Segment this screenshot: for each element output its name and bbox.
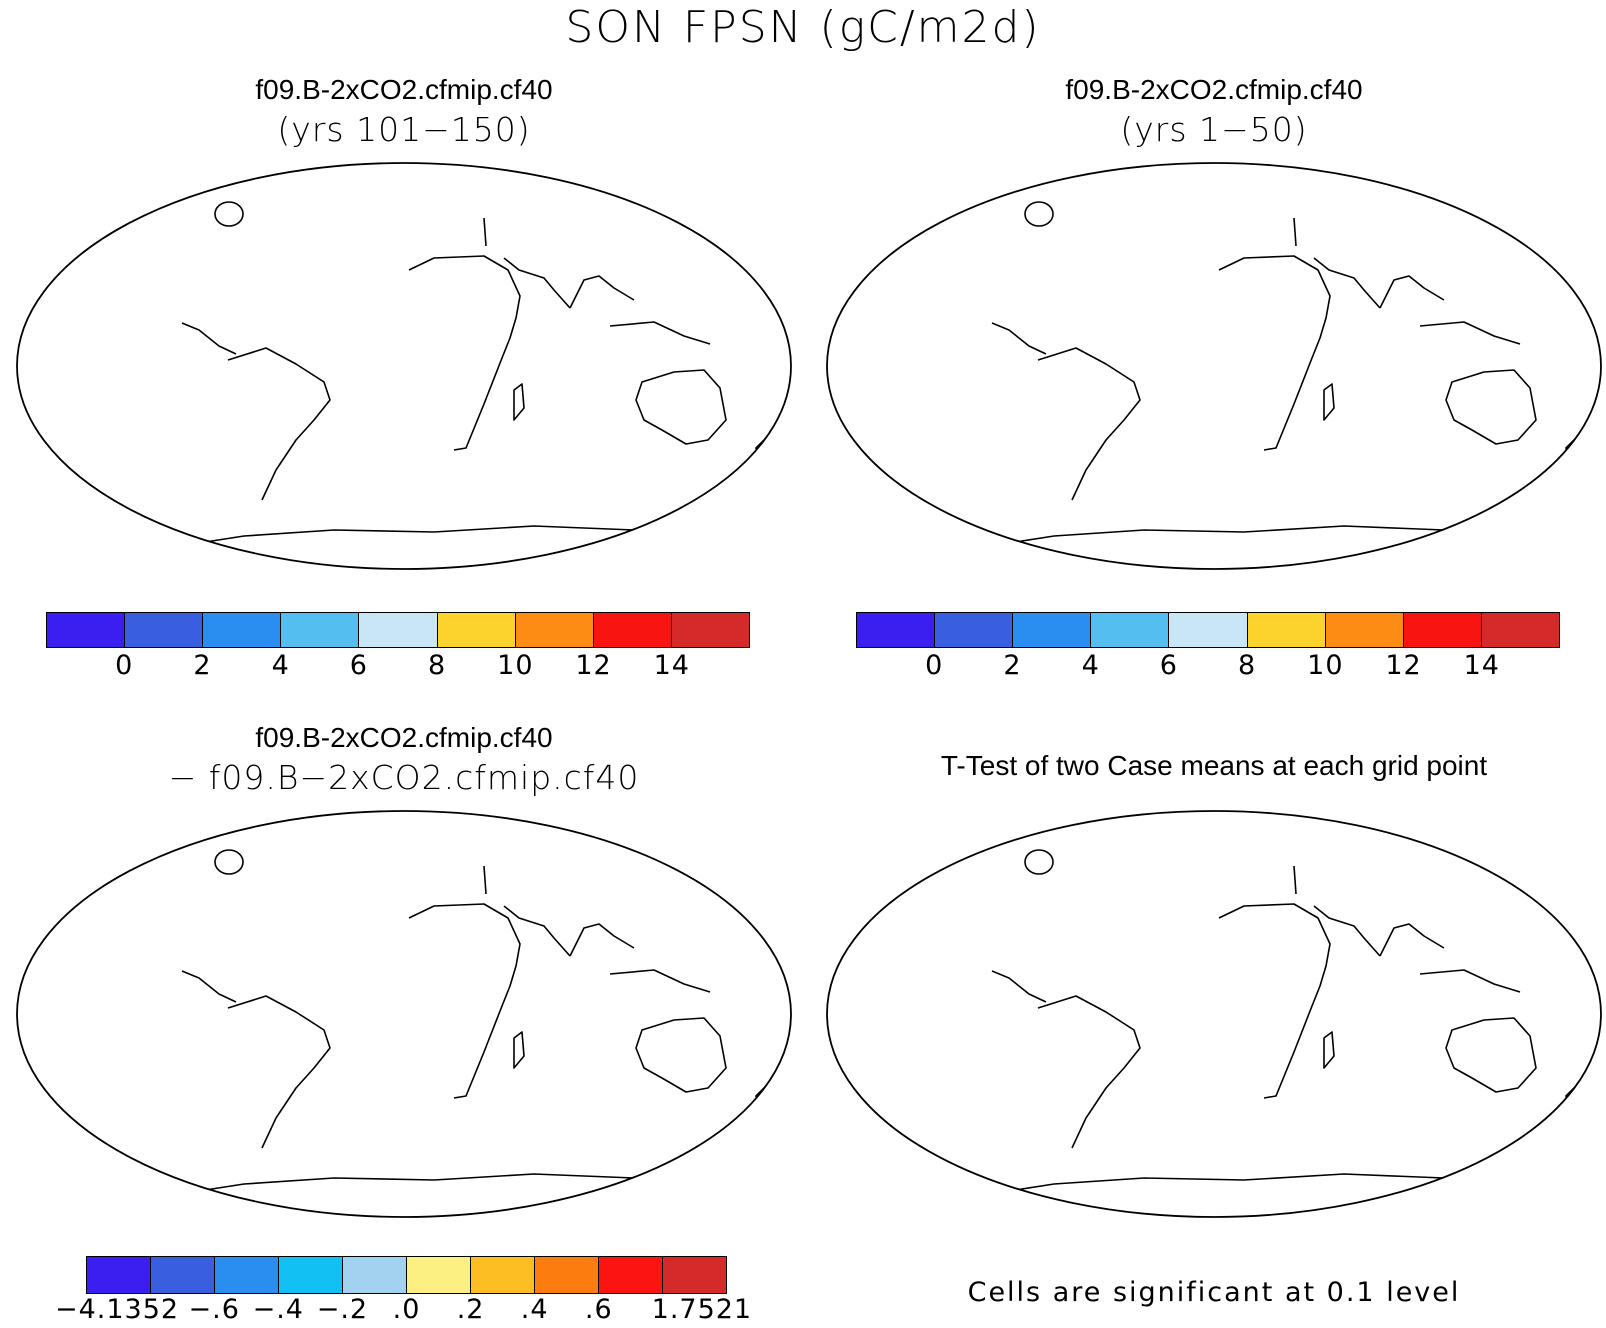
colorbar-swatch [1247, 613, 1326, 647]
colorbar-labels-top-left: 0 2 4 6 8 10 12 14 [46, 650, 750, 684]
colorbar-swatch [593, 613, 672, 647]
colorbar-swatch [1325, 613, 1404, 647]
colorbar-tick-label: 2 [1003, 650, 1022, 681]
colorbar-swatch [215, 1257, 279, 1293]
colorbar-swatch [663, 1257, 726, 1293]
colorbar-tick-label: −.6 [188, 1294, 240, 1325]
colorbar-tick-label: −.2 [316, 1294, 369, 1325]
colorbar-tick-label: 1.7521 [651, 1294, 753, 1325]
colorbar-top-right [856, 612, 1560, 648]
significance-note: Cells are significant at 0.1 level [967, 1277, 1461, 1308]
colorbar-tick-label: .4 [520, 1294, 549, 1325]
colorbar-tick-label: 0 [925, 650, 944, 681]
colorbar-swatch [203, 613, 282, 647]
colorbar-tick-label: 4 [271, 650, 290, 681]
colorbar-tick-label: 14 [653, 650, 690, 681]
colorbar-swatch [515, 613, 594, 647]
colorbar-tick-label: 10 [497, 650, 534, 681]
colorbar-tick-label: −4.1352 [54, 1294, 180, 1325]
colorbar-labels-top-right: 0 2 4 6 8 10 12 14 [856, 650, 1560, 684]
colorbar-tick-label: .2 [456, 1294, 485, 1325]
colorbar-tick-label: 8 [428, 650, 447, 681]
colorbar-tick-label: 12 [1385, 650, 1422, 681]
colorbar-tick-label: .0 [392, 1294, 421, 1325]
map-bottom-right [826, 810, 1602, 1218]
colorbar-swatch [87, 1257, 151, 1293]
colorbar-swatch [151, 1257, 215, 1293]
colorbar-swatch [359, 613, 438, 647]
panel-title-top-right: f09.B-2xCO2.cfmip.cf40 [1065, 74, 1363, 105]
map-top-right [826, 162, 1602, 570]
colorbar-swatch [407, 1257, 471, 1293]
colorbar-top-left [46, 612, 750, 648]
colorbar-swatch [281, 613, 360, 647]
panel-title-bottom-right: T-Test of two Case means at each grid po… [940, 750, 1488, 781]
colorbar-tick-label: 0 [115, 650, 134, 681]
colorbar-swatch [1169, 613, 1248, 647]
panel-subtitle-top-right: (yrs 1−50) [1120, 110, 1308, 149]
panel-title-top-left: f09.B-2xCO2.cfmip.cf40 [255, 74, 553, 105]
figure-title: SON FPSN (gC/m2d) [565, 2, 1041, 53]
colorbar-tick-label: 10 [1307, 650, 1344, 681]
colorbar-labels-bottom-left: −4.1352 −.6 −.4 −.2 .0 .2 .4 .6 1.7521 [55, 1294, 751, 1328]
colorbar-swatch [1403, 613, 1482, 647]
colorbar-swatch [935, 613, 1014, 647]
colorbar-tick-label: .6 [584, 1294, 613, 1325]
colorbar-swatch [47, 613, 126, 647]
map-bottom-left [16, 810, 792, 1218]
colorbar-tick-label: 6 [349, 650, 368, 681]
colorbar-swatch [1091, 613, 1170, 647]
colorbar-swatch [599, 1257, 663, 1293]
panel-title-bottom-left: f09.B-2xCO2.cfmip.cf40 [255, 722, 553, 753]
colorbar-swatch [343, 1257, 407, 1293]
colorbar-swatch [279, 1257, 343, 1293]
panel-subtitle-bottom-left: − f09.B−2xCO2.cfmip.cf40 [168, 758, 640, 797]
colorbar-tick-label: 8 [1238, 650, 1257, 681]
colorbar-tick-label: 6 [1159, 650, 1178, 681]
colorbar-tick-label: −.4 [252, 1294, 304, 1325]
colorbar-tick-label: 14 [1463, 650, 1500, 681]
colorbar-swatch [437, 613, 516, 647]
colorbar-swatch [1013, 613, 1092, 647]
colorbar-swatch [671, 613, 749, 647]
colorbar-swatch [1481, 613, 1559, 647]
colorbar-swatch [857, 613, 936, 647]
colorbar-swatch [471, 1257, 535, 1293]
map-top-left [16, 162, 792, 570]
colorbar-tick-label: 12 [575, 650, 612, 681]
panel-subtitle-top-left: (yrs 101−150) [277, 110, 531, 149]
colorbar-bottom-left [86, 1256, 727, 1294]
colorbar-tick-label: 2 [193, 650, 212, 681]
colorbar-tick-label: 4 [1081, 650, 1100, 681]
colorbar-swatch [125, 613, 204, 647]
colorbar-swatch [535, 1257, 599, 1293]
